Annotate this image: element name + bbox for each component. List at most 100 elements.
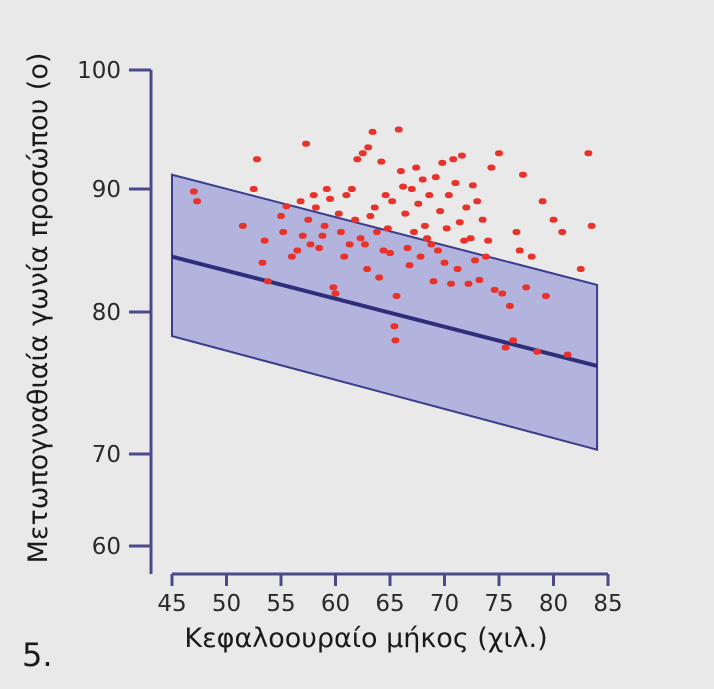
x-tick-label: 70 <box>430 591 459 617</box>
data-point <box>481 253 490 260</box>
data-point <box>336 229 345 236</box>
data-point <box>253 156 262 163</box>
data-point <box>370 204 379 211</box>
data-point <box>363 265 372 272</box>
data-point <box>260 237 269 244</box>
data-point <box>334 210 343 217</box>
figure-label: 5. <box>22 636 53 674</box>
data-point <box>379 247 388 254</box>
data-point <box>364 144 373 151</box>
data-point <box>505 302 514 309</box>
data-point <box>277 213 285 220</box>
data-point <box>558 229 567 236</box>
data-point <box>287 253 296 260</box>
data-point <box>418 176 427 183</box>
data-point <box>368 128 377 135</box>
data-point <box>515 247 524 254</box>
x-axis-title: Κεφαλοουραίο μήκος (χιλ.) <box>184 623 547 654</box>
data-point <box>423 235 432 242</box>
y-tick-label: 70 <box>92 442 121 468</box>
data-point <box>449 156 458 163</box>
data-point <box>340 253 349 260</box>
data-point <box>318 232 327 239</box>
data-point <box>388 198 397 205</box>
data-point <box>464 280 473 287</box>
data-point <box>390 323 399 330</box>
data-point <box>396 168 405 175</box>
data-point <box>306 241 315 248</box>
data-point <box>538 198 547 205</box>
x-tick-label: 85 <box>593 591 622 617</box>
data-point <box>392 293 401 300</box>
data-point <box>466 235 475 242</box>
data-point <box>353 156 362 163</box>
data-point <box>436 208 445 215</box>
data-point <box>407 186 416 192</box>
y-axis-title: Μετωπογναθιαία γωνία προσώπου (ο) <box>23 53 54 564</box>
data-point <box>320 222 329 229</box>
data-point <box>263 278 272 285</box>
data-point <box>279 229 288 236</box>
data-point <box>460 237 469 244</box>
data-point <box>189 188 198 195</box>
data-point <box>478 216 487 223</box>
data-point <box>366 213 375 220</box>
data-point <box>498 290 507 297</box>
x-tick-label: 55 <box>266 591 295 617</box>
data-point <box>471 257 480 264</box>
data-point <box>438 159 447 166</box>
data-point <box>541 293 550 300</box>
data-point <box>372 229 381 236</box>
data-point <box>414 200 423 207</box>
data-point <box>433 247 442 254</box>
data-point <box>518 171 527 178</box>
x-tick-label: 45 <box>157 591 186 617</box>
data-point <box>425 192 434 199</box>
x-tick-label: 75 <box>484 591 513 617</box>
data-point <box>329 284 338 291</box>
data-point <box>447 280 456 287</box>
data-point <box>356 235 365 242</box>
data-point <box>412 164 421 171</box>
data-point <box>302 140 311 147</box>
data-point <box>351 216 360 223</box>
data-point <box>462 204 471 211</box>
reference-band-layer <box>171 173 599 452</box>
data-point <box>377 158 386 165</box>
data-point <box>473 198 482 205</box>
data-point <box>484 237 493 244</box>
data-point <box>527 253 536 260</box>
data-point <box>345 241 354 248</box>
data-point <box>401 210 410 217</box>
x-tick-label: 65 <box>375 591 404 617</box>
data-point <box>587 222 596 229</box>
data-point <box>315 245 324 252</box>
scatter-points <box>189 126 596 358</box>
data-point <box>501 344 510 351</box>
data-point <box>381 192 390 199</box>
data-point <box>522 284 531 291</box>
data-point <box>391 337 400 344</box>
data-point <box>331 290 340 297</box>
data-point <box>512 229 521 236</box>
data-point <box>440 259 449 266</box>
mean-line <box>171 254 598 368</box>
data-point <box>409 229 418 236</box>
data-point <box>322 186 331 192</box>
tick-labels: 60 70 80 90 100 45 50 55 60 65 70 75 80 85 <box>77 58 623 617</box>
data-point <box>249 186 258 192</box>
data-point <box>282 203 291 210</box>
data-point <box>451 180 460 187</box>
data-point <box>468 182 477 189</box>
data-point <box>549 216 558 223</box>
data-point <box>455 219 464 226</box>
data-point <box>238 222 247 229</box>
data-point <box>495 150 503 157</box>
data-point <box>311 204 320 211</box>
data-point <box>490 286 499 293</box>
data-point <box>487 164 496 171</box>
axes <box>129 68 610 586</box>
data-point <box>375 274 384 281</box>
x-tick-label: 80 <box>539 591 568 617</box>
